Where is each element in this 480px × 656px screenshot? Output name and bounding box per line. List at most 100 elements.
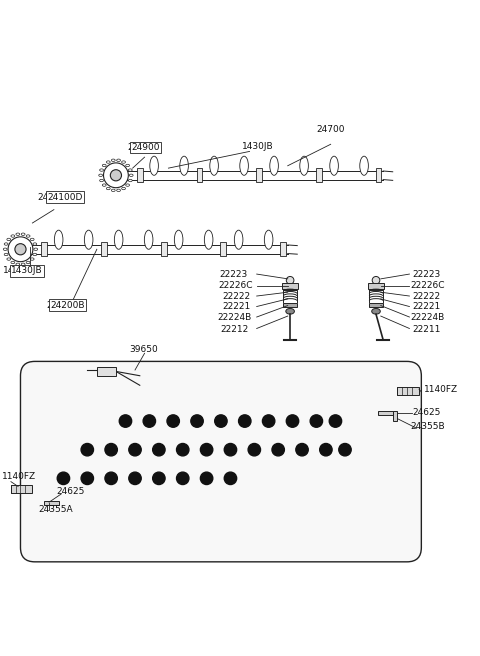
Circle shape [200, 443, 213, 456]
Ellipse shape [11, 261, 15, 264]
Circle shape [177, 443, 189, 456]
Circle shape [105, 472, 117, 485]
Circle shape [119, 415, 132, 427]
Ellipse shape [126, 184, 130, 186]
Ellipse shape [84, 230, 93, 249]
Text: 24700: 24700 [316, 125, 345, 134]
Circle shape [296, 443, 308, 456]
Ellipse shape [21, 263, 25, 266]
Text: 22226C: 22226C [218, 281, 252, 290]
Text: 22221: 22221 [413, 302, 441, 311]
Text: 22224B: 22224B [217, 312, 252, 321]
Text: 24625: 24625 [56, 487, 84, 496]
Text: 24200B: 24200B [47, 300, 81, 310]
Ellipse shape [126, 164, 130, 167]
Circle shape [248, 443, 261, 456]
Ellipse shape [26, 261, 30, 264]
Ellipse shape [3, 248, 7, 251]
Text: 24200B: 24200B [50, 300, 84, 310]
Text: 22224B: 22224B [410, 312, 444, 321]
Ellipse shape [4, 253, 8, 256]
Text: 39650: 39650 [129, 345, 158, 354]
Bar [283, 302, 297, 308]
Ellipse shape [117, 189, 120, 192]
Ellipse shape [107, 188, 110, 190]
Ellipse shape [102, 184, 106, 186]
Text: 24355B: 24355B [411, 422, 445, 431]
Ellipse shape [264, 230, 273, 249]
Text: 22223: 22223 [219, 270, 248, 279]
Text: 24100D: 24100D [37, 193, 72, 202]
Bar [101, 242, 107, 256]
Bar [368, 283, 384, 289]
Ellipse shape [30, 258, 34, 260]
Text: 1430JB: 1430JB [3, 266, 35, 276]
Ellipse shape [150, 156, 158, 175]
Ellipse shape [26, 235, 30, 237]
Circle shape [339, 443, 351, 456]
Circle shape [129, 472, 141, 485]
Circle shape [110, 170, 121, 181]
Circle shape [129, 443, 141, 456]
Text: 24100D: 24100D [48, 193, 83, 202]
Ellipse shape [210, 156, 218, 175]
Text: 24625: 24625 [413, 408, 441, 417]
Ellipse shape [7, 238, 11, 241]
Circle shape [263, 415, 275, 427]
Circle shape [104, 163, 128, 188]
Ellipse shape [33, 253, 37, 256]
Ellipse shape [102, 164, 106, 167]
Circle shape [15, 243, 26, 255]
Text: 24900: 24900 [128, 143, 156, 152]
Text: 24355A: 24355A [38, 505, 73, 514]
FancyBboxPatch shape [21, 361, 421, 562]
Bar [280, 242, 286, 256]
Text: 22226C: 22226C [411, 281, 445, 290]
Ellipse shape [111, 159, 115, 161]
Circle shape [57, 472, 70, 485]
Ellipse shape [34, 248, 37, 251]
Bar [41, 242, 47, 256]
Ellipse shape [100, 169, 104, 171]
Ellipse shape [240, 156, 248, 175]
Bar [282, 283, 298, 289]
Ellipse shape [121, 188, 125, 190]
Text: 22212: 22212 [220, 325, 248, 334]
Text: 24900: 24900 [131, 143, 160, 152]
Text: 1430JB: 1430JB [242, 142, 274, 151]
Circle shape [224, 472, 237, 485]
Circle shape [81, 472, 94, 485]
Circle shape [153, 472, 165, 485]
Circle shape [191, 415, 203, 427]
Ellipse shape [270, 156, 278, 175]
Circle shape [200, 472, 213, 485]
Bar [393, 411, 396, 421]
Ellipse shape [117, 159, 120, 161]
Bar [44, 501, 59, 504]
Circle shape [105, 443, 117, 456]
Bar [375, 169, 381, 182]
Ellipse shape [174, 230, 183, 249]
Ellipse shape [300, 156, 308, 175]
Text: 22223: 22223 [413, 270, 441, 279]
Ellipse shape [121, 161, 125, 163]
Text: 22211: 22211 [413, 325, 441, 334]
Ellipse shape [180, 156, 188, 175]
Circle shape [81, 443, 94, 456]
Bar [397, 387, 419, 395]
Ellipse shape [16, 263, 20, 266]
Circle shape [167, 415, 180, 427]
Bar [97, 367, 116, 376]
Ellipse shape [360, 156, 368, 175]
Ellipse shape [286, 308, 294, 314]
Circle shape [272, 443, 284, 456]
Ellipse shape [144, 230, 153, 249]
Ellipse shape [111, 189, 115, 192]
Ellipse shape [4, 243, 8, 245]
Bar [137, 169, 143, 182]
Bar [378, 411, 393, 415]
Text: 22221: 22221 [222, 302, 250, 311]
Circle shape [153, 443, 165, 456]
Circle shape [239, 415, 251, 427]
Circle shape [286, 276, 294, 284]
